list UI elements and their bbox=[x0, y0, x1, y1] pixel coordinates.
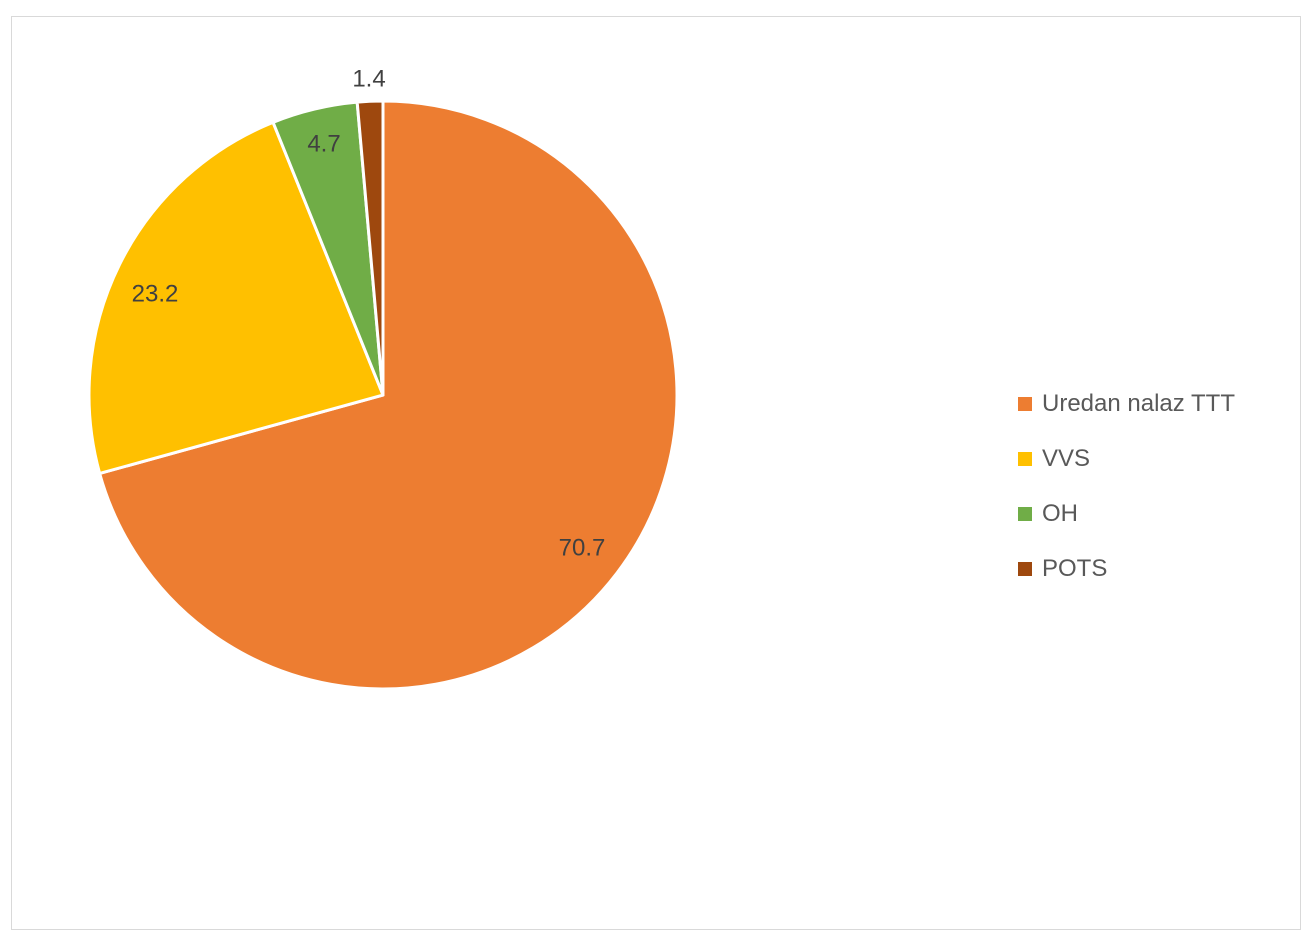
legend-label: OH bbox=[1042, 500, 1078, 528]
legend-item: OH bbox=[1018, 496, 1235, 532]
legend-item: VVS bbox=[1018, 441, 1235, 477]
data-label: 1.4 bbox=[352, 66, 385, 93]
pie-slices bbox=[89, 101, 677, 689]
legend-swatch bbox=[1018, 507, 1032, 521]
data-label: 70.7 bbox=[559, 535, 606, 562]
legend-swatch bbox=[1018, 562, 1032, 576]
data-label: 23.2 bbox=[132, 281, 179, 308]
legend-swatch bbox=[1018, 452, 1032, 466]
legend-label: VVS bbox=[1042, 445, 1090, 473]
legend-label: Uredan nalaz TTT bbox=[1042, 390, 1235, 418]
legend-swatch bbox=[1018, 397, 1032, 411]
legend-label: POTS bbox=[1042, 555, 1107, 583]
legend-item: Uredan nalaz TTT bbox=[1018, 386, 1235, 422]
legend-item: POTS bbox=[1018, 551, 1235, 587]
data-label: 4.7 bbox=[307, 131, 340, 158]
legend: Uredan nalaz TTT VVS OH POTS bbox=[1018, 386, 1235, 606]
